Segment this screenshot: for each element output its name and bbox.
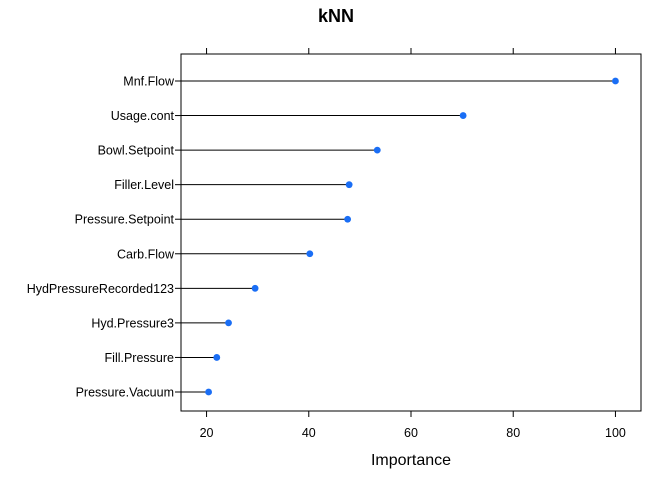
x-tick-label: 40 [302, 426, 316, 440]
x-tick-label: 80 [506, 426, 520, 440]
y-category-label: Hyd.Pressure3 [91, 316, 174, 330]
y-category-label: Usage.cont [111, 109, 175, 123]
y-category-label: Pressure.Vacuum [76, 386, 174, 400]
importance-point [374, 147, 381, 154]
importance-point [460, 112, 467, 119]
chart-title: kNN [318, 6, 354, 26]
y-category-label: Pressure.Setpoint [75, 213, 175, 227]
y-category-label: Bowl.Setpoint [98, 144, 175, 158]
importance-point [205, 389, 212, 396]
y-category-label: Carb.Flow [117, 247, 175, 261]
importance-point [225, 319, 232, 326]
x-tick-label: 60 [404, 426, 418, 440]
importance-point [252, 285, 259, 292]
x-axis-label: Importance [371, 452, 451, 469]
importance-point [344, 216, 351, 223]
importance-point [306, 250, 313, 257]
y-category-label: Fill.Pressure [105, 351, 175, 365]
y-category-label: Filler.Level [114, 178, 174, 192]
plot-frame [181, 54, 641, 411]
importance-point [612, 78, 619, 85]
x-tick-label: 20 [200, 426, 214, 440]
chart-marks: 20 40 60 80 100 Mnf.Flow Usage.cont Bowl.Setpoi… [27, 48, 626, 440]
importance-point [213, 354, 220, 361]
y-category-label: Mnf.Flow [123, 75, 175, 89]
y-category-label: HydPressureRecorded123 [27, 282, 174, 296]
x-tick-label: 100 [605, 426, 626, 440]
importance-point [346, 181, 353, 188]
